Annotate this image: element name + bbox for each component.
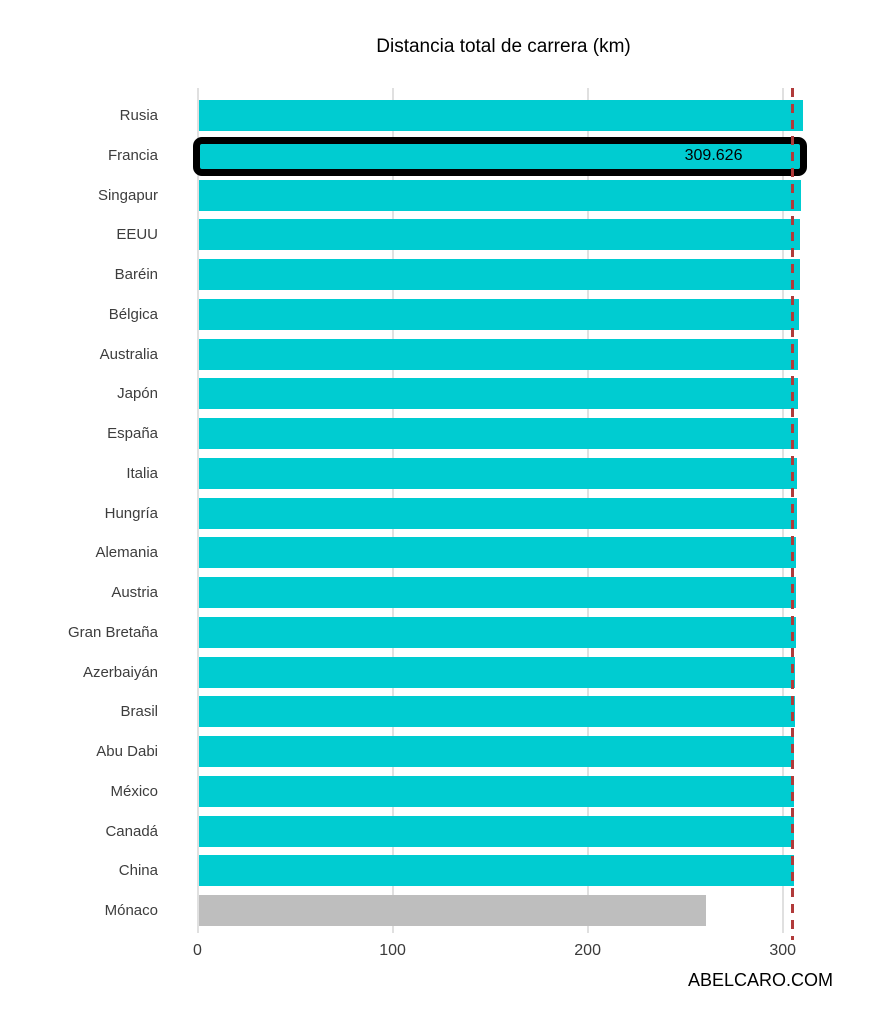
- bar-canadá: [198, 815, 794, 847]
- bar-francia: 309.626: [192, 136, 808, 176]
- bar-españa: [198, 418, 798, 449]
- x-tick-label-100: 100: [379, 942, 406, 959]
- y-label-brasil: Brasil: [120, 703, 158, 721]
- bar-value-label: 309.626: [684, 146, 743, 164]
- y-label-china: China: [118, 862, 158, 880]
- x-tick-label-200: 200: [574, 942, 601, 959]
- y-label-baréin: Baréin: [114, 266, 158, 283]
- x-tick-label-0: 0: [193, 942, 202, 959]
- bar-alemania: [198, 537, 797, 569]
- bar-abu-dabi: [198, 736, 795, 767]
- y-label-gran-bretaña: Gran Bretaña: [67, 623, 158, 641]
- y-label-eeuu: EEUU: [116, 226, 158, 244]
- y-label-hungría: Hungría: [104, 504, 158, 522]
- y-label-bélgica: Bélgica: [108, 305, 158, 323]
- y-label-rusia: Rusia: [119, 107, 158, 124]
- y-label-austria: Austria: [111, 584, 158, 601]
- y-label-italia: Italia: [126, 464, 158, 482]
- y-label-japón: Japón: [117, 385, 158, 403]
- x-tick-label-300: 300: [769, 942, 797, 959]
- bar-austria: [198, 577, 797, 608]
- y-label-alemania: Alemania: [95, 544, 158, 562]
- y-label-abu-dabi: Abu Dabi: [96, 743, 158, 760]
- y-label-australia: Australia: [99, 345, 158, 363]
- bar-mónaco: [198, 895, 707, 926]
- bar-gran-bretaña: [198, 616, 796, 648]
- bar-bélgica: [198, 298, 800, 330]
- chart-title: Distancia total de carrera (km): [376, 36, 631, 57]
- bar-singapur: [198, 179, 801, 211]
- y-label-españa: España: [107, 425, 158, 442]
- bar-hungría: [198, 497, 797, 529]
- gridline-0: [196, 88, 199, 933]
- bar-china: [198, 855, 794, 887]
- y-label-singapur: Singapur: [97, 186, 158, 204]
- y-label-mónaco: Mónaco: [104, 902, 158, 919]
- watermark: ABELCARO.COM: [687, 970, 833, 990]
- bar-rusia: [198, 100, 803, 131]
- bar-italia: [198, 457, 797, 489]
- reference-dashed-line: [790, 88, 794, 940]
- y-label-azerbaiyán: Azerbaiyán: [82, 663, 158, 681]
- bar-baréin: [198, 259, 800, 290]
- bar-australia: [198, 338, 799, 370]
- y-label-méxico: México: [110, 782, 158, 800]
- bar-azerbaiyán: [198, 656, 796, 688]
- y-label-francia: Francia: [107, 146, 158, 164]
- bar-brasil: [198, 696, 796, 728]
- bar-méxico: [198, 775, 795, 807]
- bar-japón: [198, 378, 799, 410]
- y-label-canadá: Canadá: [105, 822, 158, 840]
- bar-eeuu: [198, 219, 801, 251]
